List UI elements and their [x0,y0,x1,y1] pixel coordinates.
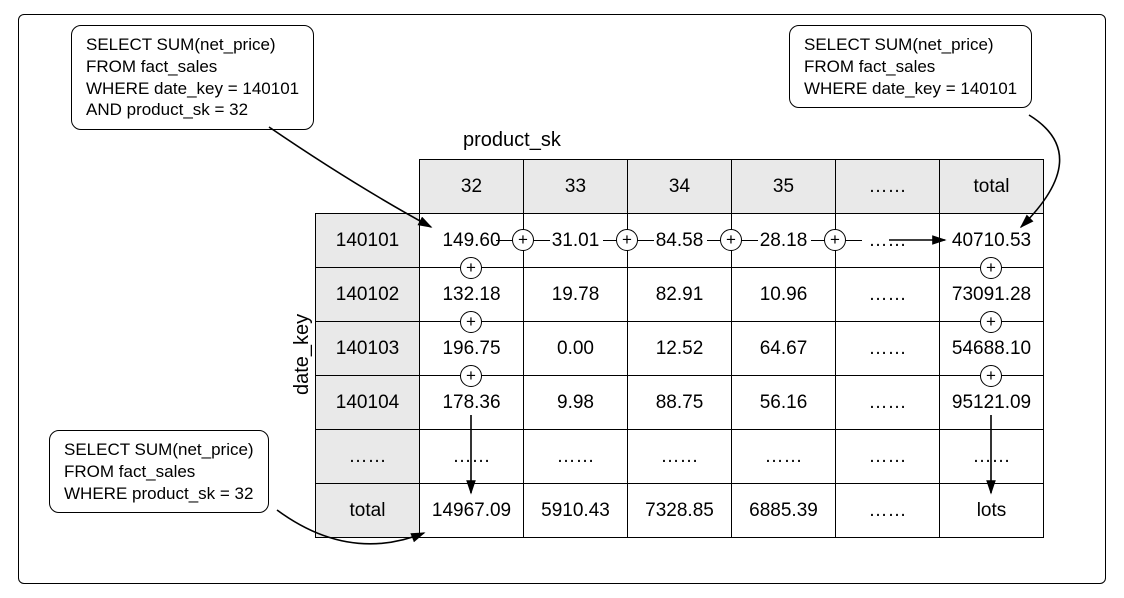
cell: 12.52 [628,322,732,376]
cell: …… [420,430,524,484]
table-row: 140104 178.36 9.98 88.75 56.16 …… 95121.… [316,376,1044,430]
row-header: 140102 [316,268,420,322]
callout-top-left: SELECT SUM(net_price) FROM fact_sales WH… [71,25,314,130]
cell: …… [628,430,732,484]
row-header: total [316,484,420,538]
plus-icon: + [980,365,1002,387]
cell: 0.00 [524,322,628,376]
cell: 6885.39 [732,484,836,538]
table-row: 140102 132.18 19.78 82.91 10.96 …… 73091… [316,268,1044,322]
table-row: 140103 196.75 0.00 12.52 64.67 …… 54688.… [316,322,1044,376]
plus-icon: + [460,311,482,333]
sum-connector [532,240,550,241]
axis-label-columns: product_sk [463,129,561,152]
cell: …… [836,484,940,538]
col-header: 34 [628,160,732,214]
row-header: 140104 [316,376,420,430]
cell: …… [836,430,940,484]
cell: 56.16 [732,376,836,430]
diagram-frame: SELECT SUM(net_price) FROM fact_sales WH… [18,14,1106,584]
row-header: …… [316,430,420,484]
cell: …… [836,376,940,430]
cell: …… [940,430,1044,484]
plus-icon: + [720,229,742,251]
cell: 64.67 [732,322,836,376]
row-header: 140103 [316,322,420,376]
col-header: 35 [732,160,836,214]
col-header: 33 [524,160,628,214]
cell: 19.78 [524,268,628,322]
cell: …… [836,322,940,376]
col-header: 32 [420,160,524,214]
sum-connector [844,240,862,241]
callout-bottom-left: SELECT SUM(net_price) FROM fact_sales WH… [49,430,269,513]
cell: 7328.85 [628,484,732,538]
sum-connector [636,240,654,241]
plus-icon: + [616,229,638,251]
corner-blank [316,160,420,214]
plus-icon: + [512,229,534,251]
cell: 14967.09 [420,484,524,538]
cell: lots [940,484,1044,538]
cube-table: 32 33 34 35 …… total 140101 149.60 31.01… [315,159,1044,538]
plus-icon: + [980,311,1002,333]
cell: 88.75 [628,376,732,430]
table-row: …… …… …… …… …… …… …… [316,430,1044,484]
callout-top-right: SELECT SUM(net_price) FROM fact_sales WH… [789,25,1032,108]
col-header: …… [836,160,940,214]
table-row: 140101 149.60 31.01 84.58 28.18 …… 40710… [316,214,1044,268]
plus-icon: + [460,257,482,279]
cell: 82.91 [628,268,732,322]
axis-label-rows: date_key [291,314,314,395]
table-row-total: total 14967.09 5910.43 7328.85 6885.39 …… [316,484,1044,538]
col-header: total [940,160,1044,214]
cell: …… [732,430,836,484]
plus-icon: + [460,365,482,387]
plus-icon: + [824,229,846,251]
plus-icon: + [980,257,1002,279]
cell: 10.96 [732,268,836,322]
cell: …… [836,268,940,322]
cell: 9.98 [524,376,628,430]
header-row: 32 33 34 35 …… total [316,160,1044,214]
sum-connector [740,240,758,241]
cell: 5910.43 [524,484,628,538]
row-header: 140101 [316,214,420,268]
cell: …… [524,430,628,484]
